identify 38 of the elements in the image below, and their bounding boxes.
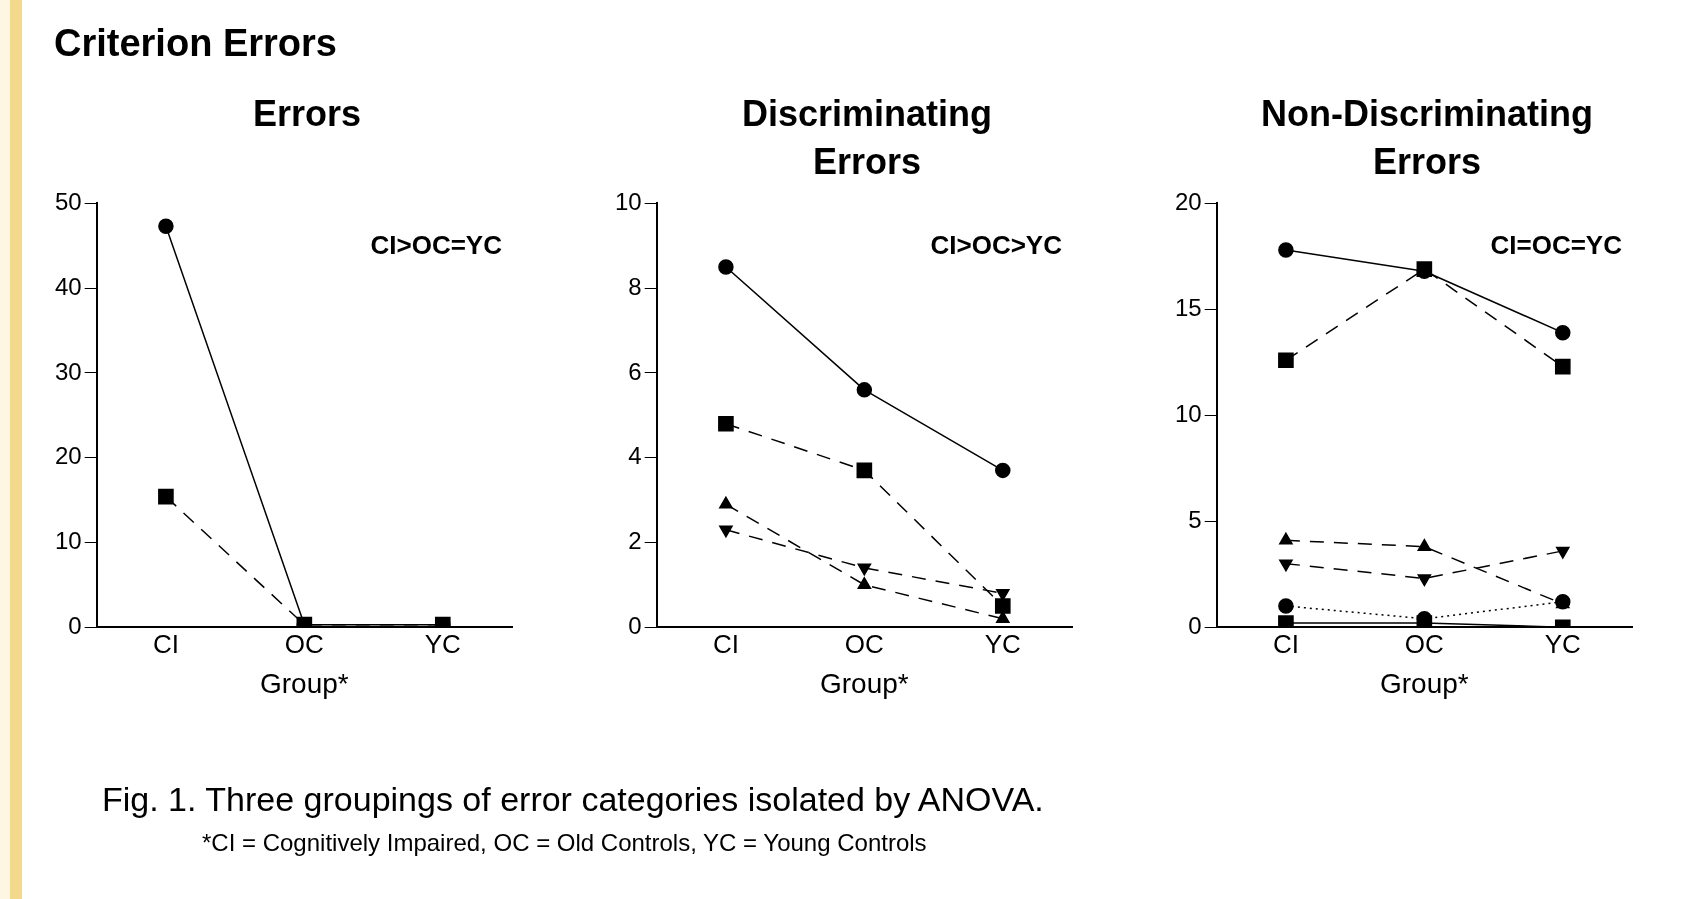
y-tick-label: 2 (628, 527, 642, 555)
x-tick-label: YC (1544, 628, 1581, 659)
y-tick-label: 20 (1174, 188, 1202, 216)
annotation: CI=OC=YC (1490, 230, 1622, 261)
y-tick-label: 5 (1188, 505, 1202, 533)
y-tick-label: 10 (614, 188, 642, 216)
y-tick-label: 15 (1174, 293, 1202, 321)
annotation: CI>OC=YC (370, 230, 502, 261)
x-tick-label: OC (284, 628, 324, 659)
x-tick-label: YC (424, 628, 461, 659)
x-tick-label: YC (984, 628, 1021, 659)
x-tick-label: CI (152, 628, 179, 659)
y-tick-label: 10 (1174, 399, 1202, 427)
chart-title: Discriminating Errors (740, 92, 994, 184)
x-tick-label: CI (712, 628, 739, 659)
x-axis-title: Group* (1379, 667, 1469, 699)
text: Criterion Errors (54, 22, 337, 65)
y-tick-label: 8 (628, 272, 642, 300)
x-tick-label: OC (844, 628, 884, 659)
y-tick-label: 50 (54, 188, 82, 216)
y-tick-label: 30 (54, 357, 82, 385)
annotation: CI>OC>YC (930, 230, 1062, 261)
y-tick-label: 20 (54, 442, 82, 470)
x-axis-title: Group* (819, 667, 909, 699)
y-tick-label: 0 (628, 611, 642, 639)
y-tick-label: 4 (628, 442, 642, 470)
y-tick-label: 0 (1188, 611, 1202, 639)
y-tick-label: 40 (54, 272, 82, 300)
chart-title: Errors (251, 92, 363, 136)
y-tick-label: 0 (68, 611, 82, 639)
x-tick-label: OC (1404, 628, 1444, 659)
y-tick-label: 6 (628, 357, 642, 385)
y-tick-label: 10 (54, 527, 82, 555)
x-tick-label: CI (1272, 628, 1299, 659)
chart-title: Non-Discriminating Errors (1260, 92, 1594, 184)
x-axis-title: Group* (259, 667, 349, 699)
caption: Fig. 1. Three groupings of error categories isolated by ANOVA. (102, 780, 1044, 819)
text: *CI = Cognitively Impaired, OC = Old Controls, YC = Young Controls (202, 829, 928, 857)
